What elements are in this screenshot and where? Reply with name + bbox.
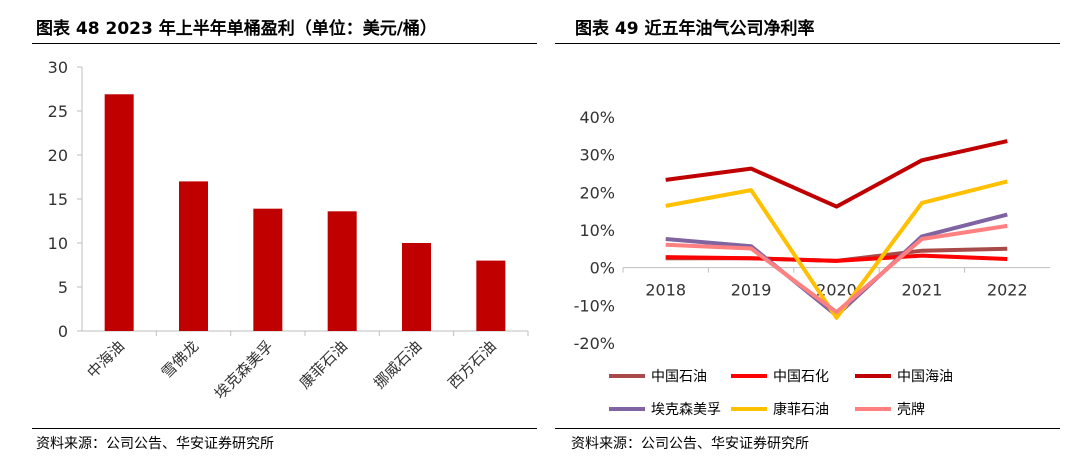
- legend-label: 中国石油: [651, 369, 707, 385]
- bar: [476, 260, 506, 331]
- y-tick-label: 20%: [579, 183, 615, 202]
- title-rule: [32, 43, 537, 44]
- line-chart: -20% -10% 0% 10% 20% 30% 40% 2018 2019 2020 2021 20…: [574, 108, 1050, 353]
- series-line: [665, 139, 1008, 209]
- bar-chart-title: 图表 48 2023 年上半年单桶盈利（单位：美元/桶）: [36, 19, 437, 39]
- y-tick-label: 10%: [579, 221, 615, 240]
- legend-item: 中国海油: [855, 366, 953, 386]
- legend-swatch: [855, 374, 891, 378]
- legend-item: 康菲石油: [731, 399, 829, 419]
- y-tick-label: 25: [48, 102, 68, 121]
- series-line: [665, 179, 1008, 320]
- legend-swatch: [609, 407, 645, 411]
- x-tick-label: 挪威石油: [370, 337, 425, 392]
- legend-label: 中国海油: [897, 369, 953, 385]
- x-tick-label: 2022: [987, 281, 1028, 300]
- bar-chart-source: 资料来源：公司公告、华安证券研究所: [36, 436, 274, 452]
- x-tick-label: 中海油: [83, 337, 128, 382]
- y-tick-label: 5: [58, 278, 68, 297]
- source-rule: [32, 428, 537, 429]
- legend-swatch: [731, 374, 767, 378]
- legend-item: 中国石化: [731, 366, 829, 386]
- bar-chart: 0 5 10 15 20 25 30 中海油 雪佛龙 埃克森美孚 康菲石油 挪威石油 西方石油: [48, 58, 529, 403]
- bar: [104, 94, 134, 331]
- x-tick-label: 西方石油: [444, 337, 499, 392]
- line-chart-title: 图表 49 近五年油气公司净利率: [575, 19, 815, 39]
- bar: [402, 243, 431, 331]
- bar: [179, 181, 208, 331]
- series-line: [665, 253, 1008, 263]
- legend-label: 壳牌: [897, 402, 925, 418]
- y-tick-label: 40%: [579, 108, 615, 127]
- bar-chart-panel: 图表 48 2023 年上半年单桶盈利（单位：美元/桶） 0 5 10 15 20 25 3…: [32, 19, 537, 452]
- y-tick-label: 15: [48, 190, 68, 209]
- bar: [253, 208, 283, 331]
- y-tick-label: 30: [48, 58, 68, 77]
- line-chart-source: 资料来源：公司公告、华安证券研究所: [571, 436, 809, 452]
- y-tick-label: -20%: [574, 334, 615, 353]
- legend-label: 康菲石油: [773, 402, 829, 418]
- legend-item: 中国石油: [609, 366, 707, 386]
- x-tick-label: 2019: [731, 281, 772, 300]
- x-tick-label: 2020: [816, 281, 857, 300]
- line-chart-legend: 中国石油 中国石化 中国海油埃克森美孚 康菲石油 壳牌: [545, 0, 1080, 425]
- legend-swatch: [855, 407, 891, 411]
- source-rule: [555, 428, 1060, 429]
- x-tick-label: 2021: [902, 281, 943, 300]
- legend-swatch: [609, 374, 645, 378]
- y-tick-label: 20: [48, 146, 68, 165]
- y-tick-label: -10%: [574, 296, 615, 315]
- legend-item: 壳牌: [855, 399, 925, 419]
- x-tick-label: 2018: [645, 281, 686, 300]
- x-tick-label: 雪佛龙: [158, 337, 203, 382]
- x-tick-label: 康菲石油: [296, 337, 351, 392]
- legend-label: 埃克森美孚: [651, 402, 721, 418]
- series-line: [665, 223, 1008, 315]
- legend-swatch: [731, 407, 767, 411]
- y-tick-label: 10: [48, 234, 68, 253]
- x-tick-label: 埃克森美孚: [211, 337, 277, 403]
- title-rule: [555, 43, 1060, 44]
- legend-label: 中国石化: [773, 369, 829, 385]
- line-chart-panel: 图表 49 近五年油气公司净利率 -20% -10% 0% 10% 20% 30% 40% 2…: [545, 0, 1080, 463]
- y-tick-label: 0%: [590, 259, 615, 278]
- legend-item: 埃克森美孚: [609, 399, 721, 419]
- y-tick-label: 0: [58, 322, 68, 341]
- bar: [327, 211, 357, 331]
- y-tick-label: 30%: [579, 146, 615, 165]
